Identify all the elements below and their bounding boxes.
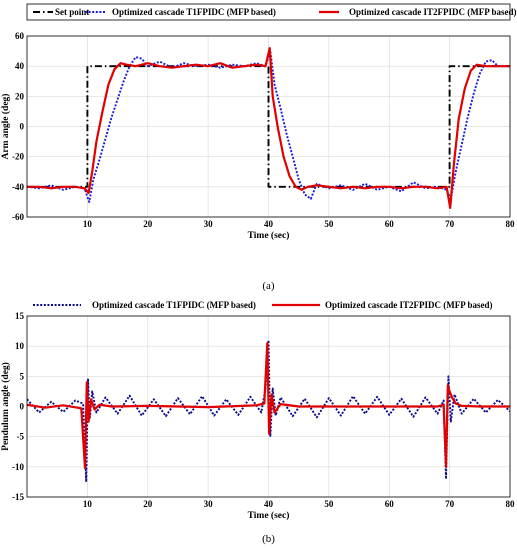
x-tick-label: 70 bbox=[445, 219, 455, 229]
legend-label-2: Optimized cascade IT2FPIDC (MFP based) bbox=[325, 300, 492, 310]
y-tick-label: -20 bbox=[12, 152, 24, 162]
x-tick-label: 50 bbox=[324, 219, 334, 229]
y-tick-label: 0 bbox=[20, 122, 25, 132]
chart-panel-2: 10 20 30 40 50 60 70 80 -15 -10 -5 0 5 10 15 Time (sec)… bbox=[0, 300, 515, 545]
panel-label: (b) bbox=[262, 533, 275, 545]
x-tick-label: 60 bbox=[385, 219, 395, 229]
y-axis-label: Arm angle (deg) bbox=[0, 94, 11, 160]
y-tick-label: -15 bbox=[12, 492, 24, 502]
x-tick-label: 50 bbox=[324, 499, 334, 509]
y-tick-label: 0 bbox=[20, 402, 25, 412]
legend-label-2: Optimized cascade T1FPIDC (MFP based) bbox=[112, 7, 276, 17]
x-tick-label: 80 bbox=[506, 219, 516, 229]
legend-label-1: Set point bbox=[55, 7, 89, 17]
series-line-1 bbox=[27, 339, 510, 483]
y-tick-label: -40 bbox=[12, 182, 24, 192]
y-tick-label: -10 bbox=[12, 462, 24, 472]
legend: Optimized cascade T1FPIDC (MFP based) Opt… bbox=[33, 300, 492, 310]
chart-panel-1: 10 20 30 40 50 60 70 80 -60 -40 -20 0 20 40 60 Time (se… bbox=[0, 3, 516, 292]
y-tick-label: 60 bbox=[15, 31, 25, 41]
x-tick-label: 20 bbox=[143, 219, 153, 229]
x-tick-label: 10 bbox=[83, 499, 93, 509]
y-tick-label: 10 bbox=[15, 341, 25, 351]
x-tick-label: 80 bbox=[506, 499, 516, 509]
x-tick-label: 30 bbox=[204, 219, 214, 229]
x-tick-label: 20 bbox=[143, 499, 153, 509]
x-tick-label: 10 bbox=[83, 219, 93, 229]
y-tick-label: 20 bbox=[15, 91, 25, 101]
x-axis-label: Time (sec) bbox=[248, 230, 290, 241]
y-tick-label: -5 bbox=[17, 432, 25, 442]
y-tick-label: 5 bbox=[20, 371, 25, 381]
x-tick-label: 30 bbox=[204, 499, 214, 509]
x-tick-label: 40 bbox=[264, 499, 274, 509]
series-line-2 bbox=[27, 342, 510, 470]
series-line-2 bbox=[27, 50, 510, 203]
x-tick-label: 40 bbox=[264, 219, 274, 229]
legend-box bbox=[26, 3, 511, 21]
series-group bbox=[27, 339, 510, 483]
panel-label: (a) bbox=[262, 280, 275, 292]
legend: Set point Optimized cascade T1FPIDC (MFP … bbox=[26, 3, 516, 21]
series-line-1 bbox=[27, 65, 510, 188]
series-group bbox=[27, 47, 510, 209]
y-tick-label: 15 bbox=[15, 311, 25, 321]
x-axis-label: Time (sec) bbox=[248, 510, 290, 521]
series-line-3 bbox=[27, 47, 510, 209]
y-tick-label: 40 bbox=[15, 61, 25, 71]
plot-frame bbox=[26, 35, 511, 218]
legend-label-1: Optimized cascade T1FPIDC (MFP based) bbox=[92, 300, 256, 310]
y-axis-label: Pendulum angle (deg) bbox=[0, 362, 11, 451]
legend-label-3: Optimized cascade IT2FPIDC (MFP based) bbox=[349, 7, 516, 17]
x-tick-label: 70 bbox=[445, 499, 455, 509]
x-tick-label: 60 bbox=[385, 499, 395, 509]
y-tick-label: -60 bbox=[12, 212, 24, 222]
plot-frame bbox=[26, 315, 511, 498]
